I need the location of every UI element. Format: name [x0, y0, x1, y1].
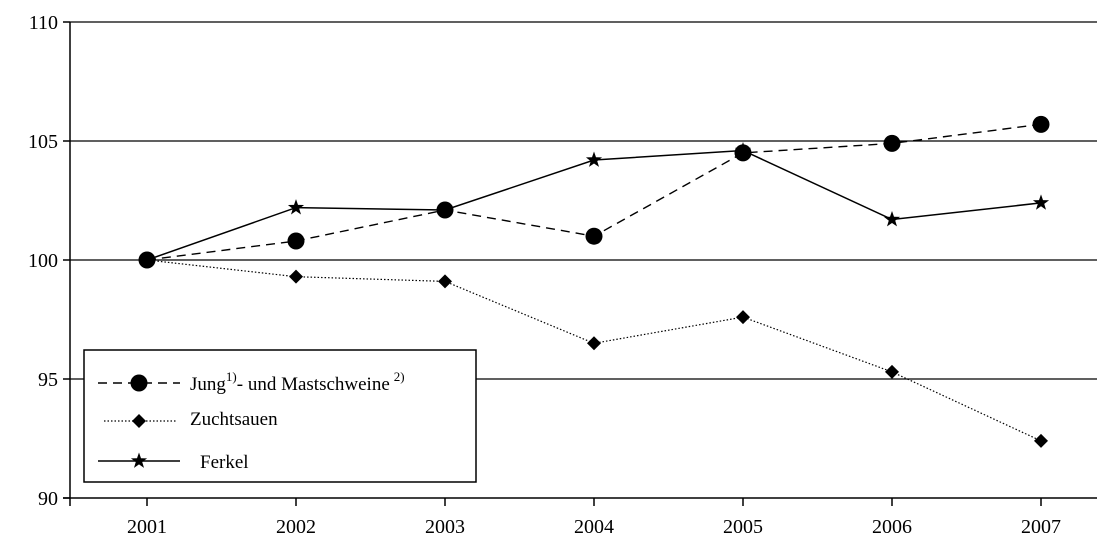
- legend-box: [83, 349, 477, 483]
- legend-marker-zucht: [132, 414, 146, 428]
- data-point-jung: [585, 227, 603, 245]
- data-point-zucht: [885, 364, 899, 379]
- y-tick-label: 105: [28, 131, 58, 153]
- y-axis-ticks: 90 95 100 105 110: [28, 12, 70, 510]
- data-point-jung: [1032, 115, 1050, 133]
- legend-marker-jung: [130, 374, 148, 392]
- legend-item-zucht: Zuchtsauen: [104, 409, 278, 430]
- x-tick-label: 2002: [276, 516, 316, 538]
- legend: Jung1)- und Mastschweine 2) Zuchtsauen Fe…: [83, 349, 477, 483]
- x-tick-label: 2001: [127, 516, 167, 538]
- axes: [63, 22, 1097, 506]
- data-point-jung: [883, 134, 901, 152]
- legend-label-zucht: Zuchtsauen: [190, 409, 278, 430]
- data-point-zucht: [736, 310, 750, 325]
- data-point-ferkel: [883, 211, 901, 227]
- x-axis-ticks: 2001 2002 2003 2004 2005 2006 2007: [127, 498, 1061, 538]
- legend-label-jung: Jung1)- und Mastschweine 2): [190, 369, 405, 395]
- data-point-ferkel: [436, 201, 454, 217]
- x-tick-label: 2006: [872, 516, 912, 538]
- legend-item-jung: Jung1)- und Mastschweine 2): [98, 369, 405, 395]
- legend-label-ferkel: Ferkel: [200, 452, 249, 473]
- x-tick-label: 2003: [425, 516, 465, 538]
- data-point-zucht: [587, 336, 601, 351]
- grid-lines: [70, 21, 1097, 380]
- x-tick-label: 2004: [574, 516, 614, 538]
- data-point-zucht: [289, 269, 303, 284]
- data-point-ferkel: [734, 142, 752, 158]
- data-point-ferkel: [138, 251, 156, 267]
- legend-item-ferkel: Ferkel: [98, 452, 249, 473]
- series-group: [138, 115, 1050, 448]
- data-point-zucht: [1034, 433, 1048, 448]
- data-point-ferkel: [585, 151, 603, 167]
- legend-marker-ferkel: [130, 452, 148, 468]
- data-point-jung: [287, 232, 305, 250]
- x-tick-label: 2005: [723, 516, 763, 538]
- y-tick-label: 100: [28, 250, 58, 272]
- x-tick-label: 2007: [1021, 516, 1061, 538]
- data-point-zucht: [438, 274, 452, 289]
- series-ferkel: [138, 142, 1050, 267]
- series-jung: [138, 115, 1050, 269]
- y-tick-label: 90: [38, 488, 58, 510]
- y-tick-label: 110: [29, 12, 58, 34]
- y-tick-label: 95: [38, 369, 58, 391]
- data-point-ferkel: [1032, 194, 1050, 210]
- data-point-ferkel: [287, 199, 305, 215]
